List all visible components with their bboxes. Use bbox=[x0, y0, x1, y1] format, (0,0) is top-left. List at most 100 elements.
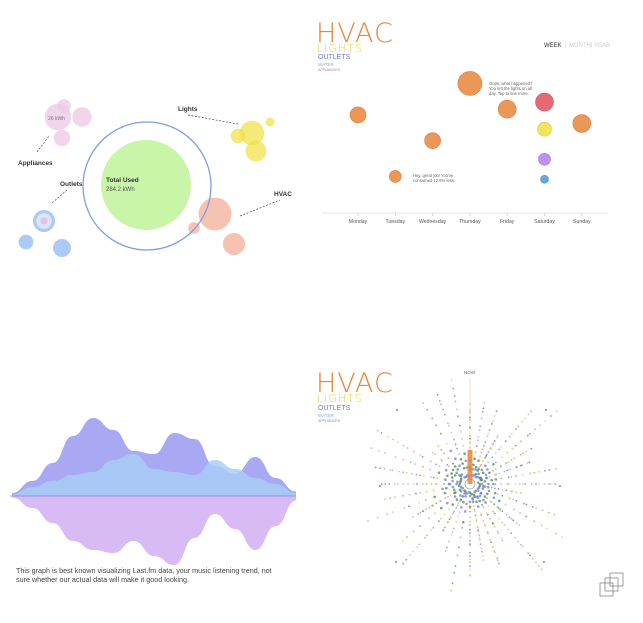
week-point-hvac[interactable] bbox=[497, 99, 517, 119]
burst-point bbox=[539, 424, 542, 426]
burst-point bbox=[458, 424, 461, 427]
burst-point bbox=[455, 521, 458, 523]
burst-point bbox=[480, 463, 482, 466]
burst-point bbox=[391, 511, 394, 513]
burst-point bbox=[469, 403, 471, 406]
burst-point bbox=[498, 518, 501, 520]
lights-bubble[interactable] bbox=[265, 117, 275, 127]
burst-point bbox=[525, 503, 528, 506]
burst-point bbox=[507, 461, 509, 463]
burst-point bbox=[430, 483, 433, 485]
burst-point bbox=[489, 517, 491, 520]
burst-point bbox=[386, 435, 389, 438]
burst-point bbox=[509, 468, 512, 471]
burst-point bbox=[474, 475, 478, 479]
burst-point bbox=[553, 513, 556, 516]
burst-point bbox=[469, 540, 471, 542]
legend-hvac[interactable]: HVAC bbox=[316, 368, 394, 399]
week-point-water[interactable] bbox=[540, 174, 549, 184]
burst-point bbox=[444, 497, 447, 500]
legend-water[interactable]: WATER bbox=[318, 413, 334, 418]
burst-point bbox=[492, 510, 495, 513]
burst-point bbox=[419, 511, 422, 514]
burst-point bbox=[505, 489, 508, 492]
burst-point bbox=[515, 491, 518, 494]
burst-point bbox=[513, 508, 515, 511]
hvac-bubble[interactable] bbox=[222, 232, 246, 256]
lights-bubble[interactable] bbox=[239, 120, 265, 146]
stream-layer[interactable] bbox=[12, 496, 296, 565]
burst-point bbox=[456, 554, 459, 557]
burst-point bbox=[469, 418, 471, 421]
burst-point bbox=[460, 506, 463, 509]
legend-outlets[interactable]: OUTLETS bbox=[318, 405, 351, 412]
burst-point bbox=[498, 499, 501, 503]
week-point-hvac[interactable] bbox=[424, 132, 441, 149]
burst-point bbox=[481, 487, 485, 491]
outlets-bubble[interactable] bbox=[52, 238, 72, 258]
burst-point bbox=[473, 505, 475, 507]
week-point-hvac[interactable] bbox=[457, 71, 483, 96]
burst-point bbox=[402, 444, 405, 447]
week-point-hvac[interactable] bbox=[572, 114, 592, 133]
burst-point bbox=[462, 466, 466, 470]
week-tick-label: Thursday bbox=[459, 219, 481, 225]
burst-point bbox=[518, 483, 521, 485]
note-top-line: You left the lights on all bbox=[489, 86, 532, 91]
appliances-bubble[interactable] bbox=[53, 129, 71, 147]
week-point-hvac[interactable] bbox=[388, 170, 402, 183]
week-point-lights[interactable] bbox=[537, 121, 552, 137]
burst-point bbox=[469, 524, 471, 527]
burst-point bbox=[475, 445, 478, 448]
burst-point bbox=[555, 467, 557, 470]
note-bottom: Hey, great job! You've consumed 12.5% le… bbox=[413, 173, 455, 183]
appliances-bubble[interactable] bbox=[72, 107, 92, 127]
burst-point bbox=[469, 532, 471, 535]
legend-appliances[interactable]: APPLIANCES bbox=[318, 419, 341, 423]
range-tab-week[interactable]: WEEK bbox=[544, 43, 562, 49]
stream-layer[interactable] bbox=[12, 454, 296, 496]
burst-point bbox=[497, 507, 500, 509]
burst-point bbox=[496, 559, 499, 562]
hvac-bubble[interactable] bbox=[198, 197, 232, 231]
burst-point bbox=[482, 460, 485, 462]
burst-point bbox=[497, 532, 500, 535]
burst-point bbox=[439, 458, 442, 461]
burst-point bbox=[478, 534, 480, 536]
legend-hvac[interactable]: HVAC bbox=[316, 18, 394, 49]
burst-point bbox=[402, 471, 405, 474]
legend-water[interactable]: WATER bbox=[318, 62, 334, 67]
burst-point bbox=[499, 465, 502, 468]
outlets-bubble[interactable] bbox=[18, 234, 34, 250]
burst-point bbox=[456, 504, 459, 507]
burst-point bbox=[469, 555, 471, 557]
range-tab-month[interactable]: MONTH bbox=[569, 43, 591, 49]
outlets-bubble[interactable] bbox=[40, 217, 48, 225]
burst-point bbox=[467, 491, 470, 494]
week-point-hvac[interactable] bbox=[349, 106, 367, 124]
week-point-appliances[interactable] bbox=[535, 92, 554, 112]
burst-point bbox=[500, 445, 503, 448]
legend-lights[interactable]: LIGHTS bbox=[317, 42, 363, 55]
lights-bubble[interactable] bbox=[230, 128, 246, 144]
burst-point bbox=[479, 455, 481, 458]
hvac-bubble[interactable] bbox=[188, 222, 200, 234]
burst-point bbox=[507, 476, 510, 479]
week-point-outlets[interactable] bbox=[538, 152, 551, 166]
burst-point bbox=[370, 447, 373, 449]
legend-appliances[interactable]: APPLIANCES bbox=[318, 68, 341, 72]
range-tab-year[interactable]: YEAR bbox=[594, 43, 611, 49]
lights-bubble[interactable] bbox=[245, 140, 267, 162]
burst-point bbox=[463, 489, 466, 492]
legend-outlets[interactable]: OUTLETS bbox=[318, 54, 351, 61]
burst-point bbox=[440, 403, 442, 406]
burst-point bbox=[479, 425, 482, 428]
burst-point bbox=[389, 469, 391, 471]
burst-point bbox=[457, 546, 460, 549]
legend-lights[interactable]: LIGHTS bbox=[317, 392, 363, 405]
appliances-bubble[interactable] bbox=[57, 99, 71, 113]
burst-point bbox=[477, 436, 480, 438]
burst-point bbox=[449, 516, 452, 519]
burst-point bbox=[414, 463, 417, 465]
total-used-bubble[interactable] bbox=[101, 140, 191, 230]
